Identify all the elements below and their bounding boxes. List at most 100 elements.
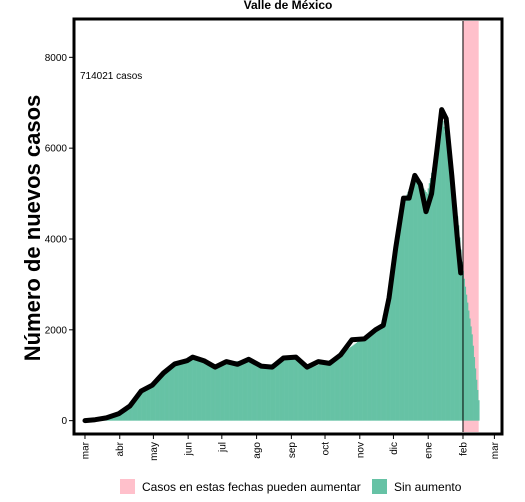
bar-sin-aumento — [314, 366, 316, 421]
bar-sin-aumento — [115, 414, 118, 421]
bar-sin-aumento — [290, 358, 293, 421]
bar-sin-aumento — [367, 337, 369, 421]
bar-sin-aumento — [410, 183, 413, 421]
bar-sin-aumento — [432, 167, 434, 421]
bar-sin-aumento — [128, 405, 130, 421]
bar-sin-aumento — [120, 411, 122, 421]
bar-sin-aumento — [323, 362, 325, 421]
x-tick-label: mar — [81, 441, 92, 459]
bar-sin-aumento — [153, 382, 156, 421]
bar-sin-aumento — [396, 246, 398, 421]
bar-sin-aumento — [171, 365, 174, 421]
y-axis: 0 2000 4000 6000 8000 — [45, 53, 74, 427]
bar-sin-aumento — [122, 409, 124, 421]
bar-sin-aumento — [451, 170, 453, 421]
bar-sin-aumento — [376, 329, 378, 421]
bar-sin-aumento — [142, 389, 145, 421]
bar-sin-aumento — [406, 194, 408, 421]
bar-sin-aumento — [340, 354, 342, 421]
legend-swatch-pending — [120, 479, 135, 494]
bar-sin-aumento — [460, 249, 462, 421]
bar-sin-aumento — [149, 385, 151, 421]
bar-sin-aumento — [452, 179, 454, 421]
bar-sin-aumento — [378, 327, 380, 421]
plot-frame — [72, 17, 504, 436]
bar-sin-aumento — [129, 404, 131, 421]
bar-sin-aumento — [362, 339, 365, 421]
bar-sin-aumento — [433, 162, 435, 421]
x-tick-label: oct — [321, 442, 332, 456]
bar-sin-aumento — [244, 361, 247, 421]
bar-sin-aumento — [336, 356, 339, 421]
bar-pending — [474, 368, 477, 421]
bar-sin-aumento — [280, 360, 283, 421]
bar-sin-aumento — [196, 357, 199, 421]
bar-sin-aumento — [397, 238, 399, 421]
bar-sin-aumento — [119, 412, 121, 421]
bar-sin-aumento — [266, 366, 268, 421]
bar-sin-aumento — [424, 190, 426, 421]
bar-sin-aumento — [352, 345, 354, 421]
bar-sin-aumento — [174, 363, 176, 421]
total-annotation: 714021 casos — [80, 71, 142, 82]
bar-sin-aumento — [348, 348, 350, 421]
bar-sin-aumento — [178, 361, 181, 421]
bar-sin-aumento — [346, 349, 349, 421]
bar-sin-aumento — [389, 285, 391, 421]
bar-sin-aumento — [249, 362, 251, 421]
bar-sin-aumento — [224, 364, 227, 421]
x-tick-label: jul — [217, 442, 228, 453]
bar-sin-aumento — [360, 340, 362, 421]
bar-sin-aumento — [325, 361, 327, 421]
bar-sin-aumento — [344, 351, 347, 421]
x-tick-label: feb — [459, 442, 470, 456]
bar-sin-aumento — [184, 359, 186, 421]
bar-sin-aumento — [158, 377, 160, 421]
bar-sin-aumento — [321, 363, 323, 421]
bar-sin-aumento — [273, 362, 276, 421]
bar-sin-aumento — [423, 188, 425, 421]
bar-sin-aumento — [302, 362, 304, 421]
bar-sin-aumento — [445, 138, 448, 421]
bar-sin-aumento — [167, 369, 169, 421]
bar-sin-aumento — [456, 216, 459, 421]
bar-sin-aumento — [374, 330, 377, 421]
bar-sin-aumento — [299, 361, 302, 421]
bar-sin-aumento — [398, 231, 400, 421]
bar-sin-aumento — [453, 189, 455, 421]
bar-sin-aumento — [417, 180, 419, 421]
bar-sin-aumento — [211, 364, 213, 421]
bar-sin-aumento — [322, 362, 324, 421]
bar-sin-aumento — [248, 362, 250, 421]
bar-sin-aumento — [187, 357, 190, 421]
bar-sin-aumento — [242, 360, 244, 421]
bar-sin-aumento — [143, 389, 146, 421]
bar-sin-aumento — [205, 361, 207, 421]
bar-sin-aumento — [371, 334, 373, 421]
bar-sin-aumento — [275, 362, 277, 421]
bar-sin-aumento — [214, 365, 216, 421]
bar-sin-aumento — [319, 363, 322, 421]
bar-sin-aumento — [221, 365, 223, 421]
bar-sin-aumento — [157, 378, 159, 421]
bar-sin-aumento — [276, 362, 278, 421]
bar-sin-aumento — [251, 363, 253, 421]
bar-sin-aumento — [379, 326, 381, 421]
bar-sin-aumento — [404, 199, 406, 421]
bar-sin-aumento — [318, 364, 321, 421]
bar-sin-aumento — [152, 383, 155, 421]
bar-pending — [475, 379, 478, 421]
bar-sin-aumento — [459, 237, 461, 421]
bar-sin-aumento — [240, 360, 242, 421]
bar-sin-aumento — [212, 364, 214, 421]
bar-sin-aumento — [284, 359, 286, 421]
bar-sin-aumento — [175, 363, 177, 421]
bar-sin-aumento — [364, 338, 367, 421]
bar-sin-aumento — [333, 358, 335, 421]
bar-sin-aumento — [408, 189, 411, 421]
bar-sin-aumento — [235, 361, 238, 421]
bar-sin-aumento — [210, 364, 212, 421]
bar-sin-aumento — [131, 402, 133, 421]
bar-sin-aumento — [324, 362, 326, 421]
